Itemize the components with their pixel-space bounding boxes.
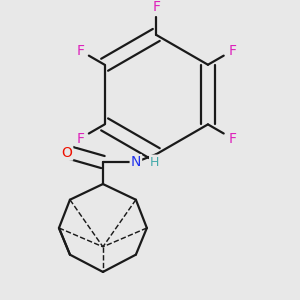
Text: F: F [228, 131, 236, 146]
Text: O: O [61, 146, 72, 160]
Text: F: F [76, 44, 84, 58]
Text: F: F [76, 131, 84, 146]
Text: H: H [150, 156, 159, 169]
Text: F: F [228, 44, 236, 58]
Text: F: F [152, 0, 160, 14]
Text: N: N [131, 155, 141, 169]
